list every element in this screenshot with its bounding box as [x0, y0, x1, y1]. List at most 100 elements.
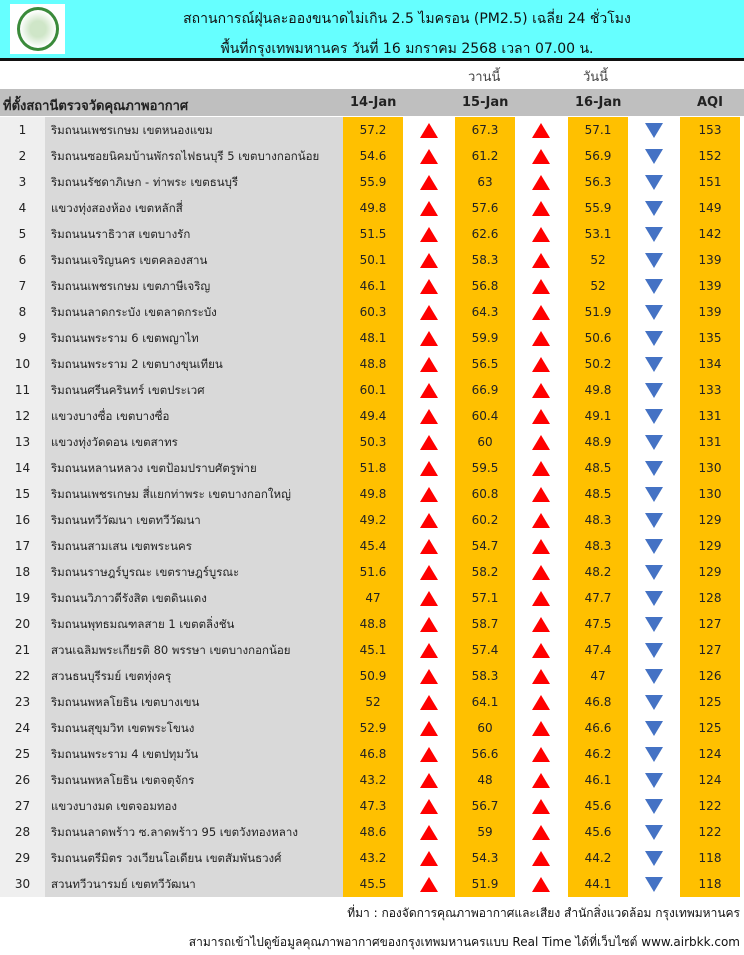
arrow-down-icon — [645, 148, 663, 164]
pm25-15jan: 57.1 — [455, 585, 515, 611]
row-number: 8 — [0, 299, 45, 325]
aqi-value: 142 — [680, 221, 740, 247]
pm25-14jan: 46.8 — [343, 741, 403, 767]
pm25-15jan: 60.8 — [455, 481, 515, 507]
table-row: 27 แขวงบางมด เขตจอมทอง 47.3 56.7 45.6 122 — [0, 793, 744, 819]
row-number: 6 — [0, 247, 45, 273]
pm25-16jan: 45.6 — [568, 793, 628, 819]
trend-2 — [515, 689, 567, 715]
pm25-15jan: 51.9 — [455, 871, 515, 897]
aqi-value: 133 — [680, 377, 740, 403]
row-number: 11 — [0, 377, 45, 403]
pm25-15jan: 54.7 — [455, 533, 515, 559]
table-row: 9 ริมถนนพระราม 6 เขตพญาไท 48.1 59.9 50.6 135 — [0, 325, 744, 351]
aqi-value: 135 — [680, 325, 740, 351]
station-name: สวนธนบุรีรมย์ เขตทุ่งครุ — [45, 663, 343, 689]
arrow-up-icon — [532, 356, 550, 372]
aqi-value: 153 — [680, 117, 740, 143]
trend-3 — [628, 871, 680, 897]
table-row: 3 ริมถนนรัชดาภิเษก - ท่าพระ เขตธนบุรี 55.9… — [0, 169, 744, 195]
pm25-15jan: 54.3 — [455, 845, 515, 871]
arrow-up-icon — [420, 356, 438, 372]
trend-3 — [628, 273, 680, 299]
trend-2 — [515, 429, 567, 455]
trend-1 — [403, 377, 455, 403]
arrow-down-icon — [645, 746, 663, 762]
pm25-15jan: 58.3 — [455, 663, 515, 689]
pm25-14jan: 45.1 — [343, 637, 403, 663]
row-number: 29 — [0, 845, 45, 871]
pm25-16jan: 48.3 — [568, 533, 628, 559]
arrow-up-icon — [420, 174, 438, 190]
arrow-up-icon — [532, 746, 550, 762]
arrow-up-icon — [532, 668, 550, 684]
row-number: 27 — [0, 793, 45, 819]
trend-1 — [403, 611, 455, 637]
pm25-15jan: 56.7 — [455, 793, 515, 819]
pm25-16jan: 55.9 — [568, 195, 628, 221]
arrow-up-icon — [532, 694, 550, 710]
arrow-down-icon — [645, 798, 663, 814]
arrow-up-icon — [532, 382, 550, 398]
station-name: ริมถนนเพชรเกษม เขตภาษีเจริญ — [45, 273, 343, 299]
station-name: ริมถนนศรีนครินทร์ เขตประเวศ — [45, 377, 343, 403]
arrow-up-icon — [532, 304, 550, 320]
arrow-down-icon — [645, 356, 663, 372]
table-row: 20 ริมถนนพุทธมณฑลสาย 1 เขตตลิ่งชัน 48.8 58.… — [0, 611, 744, 637]
station-name: ริมถนนตรีมิตร วงเวียนโอเดียน เขตสัมพันธว… — [45, 845, 343, 871]
trend-3 — [628, 559, 680, 585]
aqi-value: 127 — [680, 637, 740, 663]
arrow-up-icon — [420, 772, 438, 788]
pm25-15jan: 58.7 — [455, 611, 515, 637]
trend-1 — [403, 247, 455, 273]
arrow-up-icon — [420, 122, 438, 138]
pm25-16jan: 52 — [568, 273, 628, 299]
pm25-16jan: 47.5 — [568, 611, 628, 637]
table-row: 6 ริมถนนเจริญนคร เขตคลองสาน 50.1 58.3 52 139 — [0, 247, 744, 273]
arrow-up-icon — [420, 304, 438, 320]
pm25-15jan: 57.6 — [455, 195, 515, 221]
pm25-14jan: 50.1 — [343, 247, 403, 273]
trend-1 — [403, 403, 455, 429]
trend-1 — [403, 819, 455, 845]
pm25-14jan: 55.9 — [343, 169, 403, 195]
trend-1 — [403, 481, 455, 507]
arrow-up-icon — [420, 746, 438, 762]
pm25-16jan: 53.1 — [568, 221, 628, 247]
pm25-15jan: 66.9 — [455, 377, 515, 403]
pm25-16jan: 44.1 — [568, 871, 628, 897]
table-row: 16 ริมถนนทวีวัฒนา เขตทวีวัฒนา 49.2 60.2 48.3… — [0, 507, 744, 533]
trend-2 — [515, 247, 567, 273]
trend-2 — [515, 299, 567, 325]
arrow-up-icon — [532, 850, 550, 866]
pm25-16jan: 46.1 — [568, 767, 628, 793]
trend-1 — [403, 221, 455, 247]
trend-1 — [403, 559, 455, 585]
arrow-up-icon — [532, 252, 550, 268]
row-number: 25 — [0, 741, 45, 767]
pm25-15jan: 59.5 — [455, 455, 515, 481]
title-banner: สถานการณ์ฝุ่นละอองขนาดไม่เกิน 2.5 ไมครอน… — [0, 0, 744, 61]
arrow-up-icon — [420, 200, 438, 216]
pm25-16jan: 49.8 — [568, 377, 628, 403]
trend-3 — [628, 689, 680, 715]
arrow-up-icon — [420, 668, 438, 684]
arrow-down-icon — [645, 668, 663, 684]
date2-column-header: 15-Jan — [462, 95, 509, 110]
trend-2 — [515, 819, 567, 845]
aqi-value: 139 — [680, 247, 740, 273]
trend-1 — [403, 793, 455, 819]
arrow-down-icon — [645, 642, 663, 658]
pm25-14jan: 48.6 — [343, 819, 403, 845]
aqi-value: 134 — [680, 351, 740, 377]
pm25-14jan: 49.2 — [343, 507, 403, 533]
arrow-down-icon — [645, 382, 663, 398]
pm25-16jan: 47.4 — [568, 637, 628, 663]
arrow-up-icon — [420, 564, 438, 580]
row-number: 5 — [0, 221, 45, 247]
aqi-value: 139 — [680, 299, 740, 325]
arrow-up-icon — [420, 512, 438, 528]
pm25-14jan: 48.8 — [343, 611, 403, 637]
station-name: สวนเฉลิมพระเกียรติ 80 พรรษา เขตบางกอกน้อ… — [45, 637, 343, 663]
pm25-14jan: 46.1 — [343, 273, 403, 299]
